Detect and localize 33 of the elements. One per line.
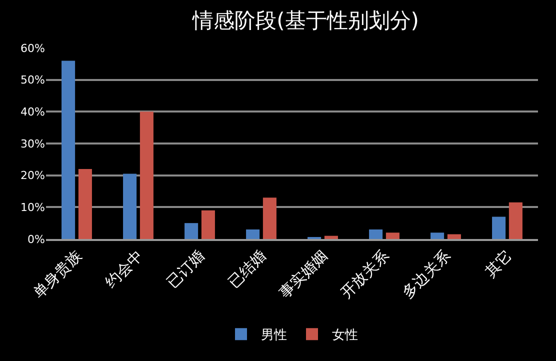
- bar: [386, 232, 400, 239]
- x-tick-label: 开放关系: [337, 246, 392, 302]
- bar: [201, 210, 215, 239]
- y-tick-label: 0%: [28, 232, 45, 246]
- y-tick-label: 50%: [20, 74, 45, 87]
- x-tick-label: 多边关系: [398, 246, 454, 302]
- y-tick-label: 60%: [20, 42, 45, 55]
- bar: [430, 232, 444, 239]
- bar: [324, 236, 338, 239]
- x-tick-label: 单身贵族: [30, 246, 85, 302]
- y-tick-label: 20%: [20, 169, 45, 182]
- y-tick-label: 10%: [20, 201, 45, 214]
- chart-title: 情感阶段(基于性别划分): [192, 8, 419, 32]
- y-tick-label: 40%: [20, 106, 45, 119]
- bar: [246, 229, 260, 239]
- bar: [508, 202, 522, 239]
- bar: [447, 234, 461, 239]
- x-tick-label: 事实婚姻: [276, 246, 331, 302]
- bar: [78, 168, 92, 239]
- legend-label: 男性: [261, 328, 287, 344]
- y-tick-label: 30%: [20, 137, 45, 150]
- bar: [62, 60, 76, 239]
- bar: [262, 198, 276, 239]
- x-tick-label: 已结婚: [224, 246, 270, 292]
- bar: [369, 229, 383, 239]
- bar: [123, 174, 137, 239]
- x-tick-label: 已订婚: [163, 246, 208, 292]
- x-tick-label: 约会中: [102, 246, 146, 292]
- x-tick-label: 其它: [481, 246, 516, 281]
- bar: [492, 216, 506, 239]
- legend-label: 女性: [332, 328, 358, 344]
- bar: [140, 112, 154, 239]
- bar: [184, 223, 198, 239]
